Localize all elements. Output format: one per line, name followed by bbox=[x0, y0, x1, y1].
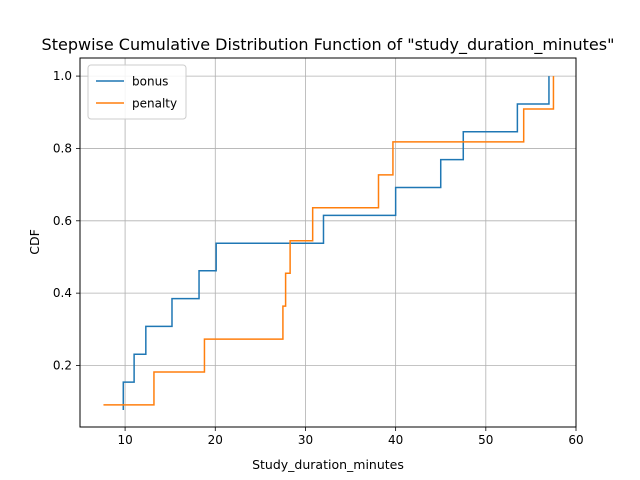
series-line-bonus bbox=[122, 76, 550, 410]
y-tick-label: 0.4 bbox=[53, 286, 72, 300]
y-tick-label: 0.8 bbox=[53, 141, 72, 155]
x-tick-label: 60 bbox=[568, 433, 583, 447]
series-line-penalty bbox=[103, 76, 555, 406]
legend-label-bonus: bonus bbox=[132, 75, 168, 89]
axes-frame bbox=[79, 57, 577, 428]
x-tick-label: 40 bbox=[388, 433, 403, 447]
ticks: 10 20 30 40 50 60 0.2 0.4 0.6 0.8 1.0 bbox=[53, 69, 584, 447]
x-tick-label: 30 bbox=[298, 433, 313, 447]
y-tick-label: 1.0 bbox=[53, 69, 72, 83]
legend-label-penalty: penalty bbox=[132, 97, 177, 111]
y-tick-label: 0.6 bbox=[53, 214, 72, 228]
legend: bonus penalty bbox=[87, 64, 187, 120]
series-layer bbox=[103, 76, 555, 410]
x-tick-label: 50 bbox=[478, 433, 493, 447]
chart-title: Stepwise Cumulative Distribution Functio… bbox=[42, 35, 615, 55]
x-axis-label: Study_duration_minutes bbox=[252, 457, 404, 472]
y-axis-label: CDF bbox=[27, 229, 42, 255]
x-tick-label: 10 bbox=[117, 433, 132, 447]
legend-box bbox=[87, 64, 187, 120]
x-tick-label: 20 bbox=[208, 433, 223, 447]
y-tick-label: 0.2 bbox=[53, 359, 72, 373]
